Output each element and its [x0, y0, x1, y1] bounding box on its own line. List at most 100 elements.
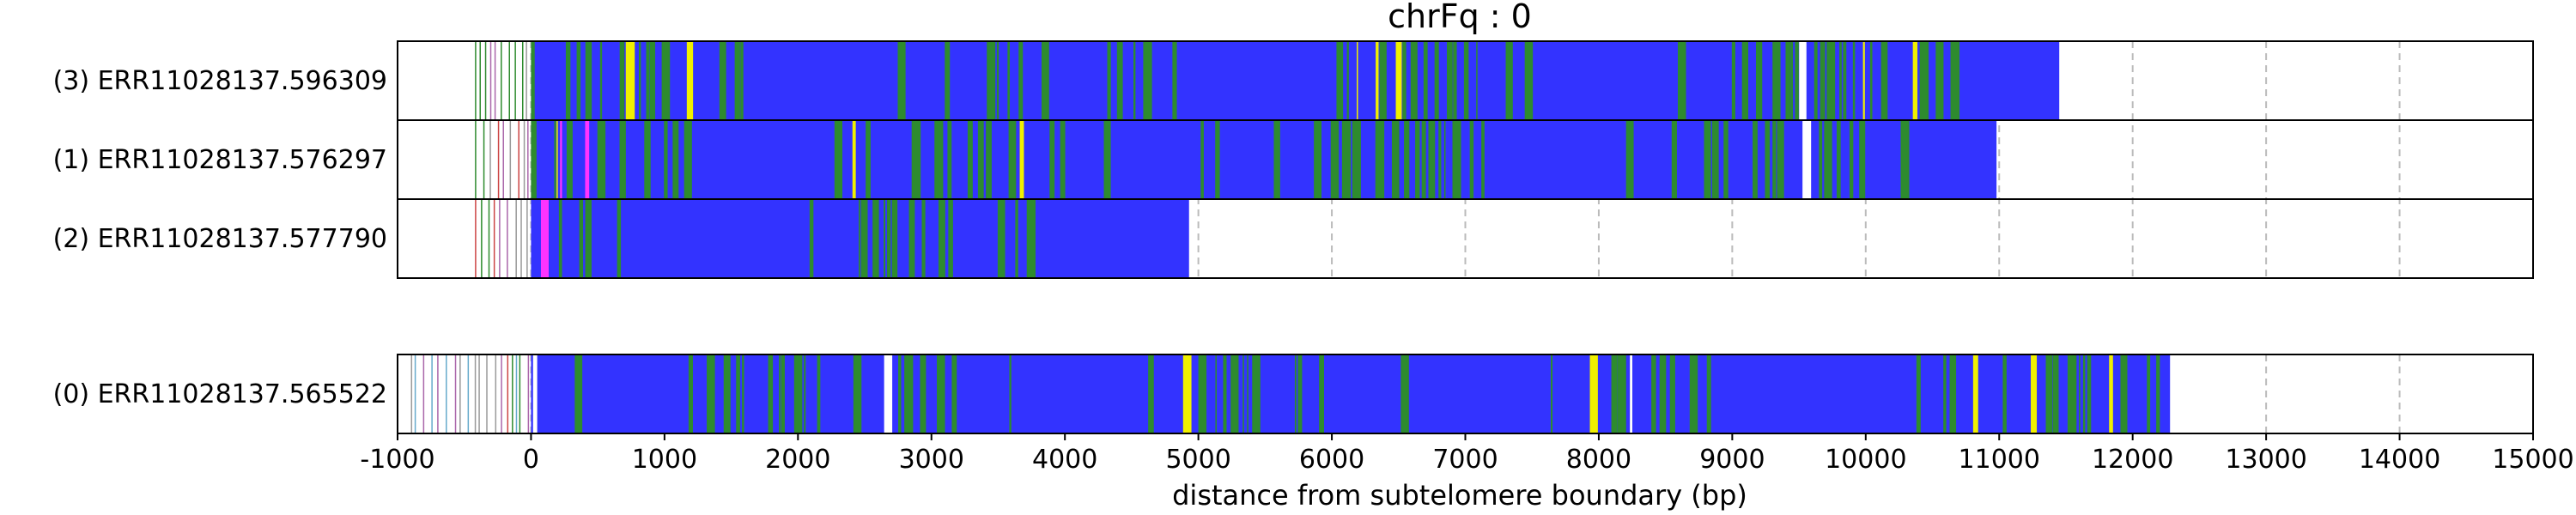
repeat-stripe — [688, 355, 693, 433]
x-tick-label: 4000 — [1032, 445, 1097, 475]
repeat-stripe — [1711, 121, 1719, 198]
repeat-stripe — [1880, 42, 1888, 119]
read-label: (3) ERR11028137.596309 — [53, 66, 387, 96]
repeat-stripe — [1869, 42, 1873, 119]
read-label: (2) ERR11028137.577790 — [53, 224, 387, 254]
read-bar — [410, 355, 2171, 433]
repeat-stripe — [1319, 355, 1324, 433]
repeat-stripe — [1007, 42, 1010, 119]
repeat-stripe — [884, 200, 885, 277]
repeat-stripe — [499, 200, 501, 277]
x-tick-label: 0 — [523, 445, 539, 475]
repeat-stripe — [489, 121, 491, 198]
x-tick-label: 6000 — [1299, 445, 1364, 475]
repeat-stripe — [1935, 42, 1944, 119]
x-tick-label: 5000 — [1165, 445, 1230, 475]
repeat-stripe — [2031, 355, 2038, 433]
x-tick-label: 2000 — [765, 445, 830, 475]
repeat-stripe — [736, 355, 740, 433]
repeat-stripe — [986, 121, 992, 198]
repeat-stripe — [967, 121, 973, 198]
repeat-stripe — [509, 121, 512, 198]
repeat-stripe — [1434, 42, 1439, 119]
repeat-stripe — [1294, 355, 1297, 433]
repeat-stripe — [1836, 121, 1841, 198]
repeat-stripe — [1852, 42, 1856, 119]
repeat-stripe — [1400, 355, 1409, 433]
repeat-stripe — [410, 355, 413, 433]
repeat-stripe — [597, 121, 606, 198]
repeat-stripe — [2045, 355, 2053, 433]
repeat-stripe — [526, 200, 528, 277]
repeat-stripe — [531, 121, 537, 198]
repeat-stripe — [1143, 42, 1152, 119]
repeat-stripe — [526, 42, 527, 119]
repeat-stripe — [521, 42, 524, 119]
repeat-stripe — [1912, 42, 1918, 119]
repeat-stripe — [1795, 42, 1799, 119]
repeat-stripe — [1785, 42, 1790, 119]
x-tick-label: 12000 — [2092, 445, 2173, 475]
repeat-stripe — [1379, 42, 1387, 119]
repeat-stripe — [1391, 121, 1400, 198]
read-bar — [475, 42, 2060, 119]
repeat-stripe — [1402, 42, 1406, 119]
repeat-stripe — [1950, 42, 1960, 119]
repeat-stripe — [740, 42, 744, 119]
repeat-stripe — [585, 200, 592, 277]
repeat-stripe — [475, 121, 477, 198]
repeat-stripe — [1723, 121, 1728, 198]
repeat-stripe — [617, 200, 622, 277]
repeat-stripe — [1972, 355, 1978, 433]
repeat-stripe — [779, 355, 781, 433]
repeat-stripe — [459, 355, 461, 433]
repeat-stripe — [1352, 121, 1361, 198]
repeat-stripe — [1824, 121, 1832, 198]
read-bar — [475, 121, 1997, 198]
repeat-stripe — [454, 355, 457, 433]
repeat-stripe — [1357, 42, 1358, 119]
repeat-stripe — [911, 121, 921, 198]
repeat-stripe — [1753, 121, 1758, 198]
repeat-stripe — [431, 355, 433, 433]
repeat-stripe — [514, 42, 516, 119]
repeat-stripe — [1049, 121, 1055, 198]
repeat-stripe — [1900, 121, 1910, 198]
repeat-stripe — [1617, 355, 1626, 433]
repeat-stripe — [1415, 121, 1420, 198]
repeat-stripe — [945, 42, 951, 119]
repeat-stripe — [585, 121, 590, 198]
repeat-stripe — [475, 42, 477, 119]
repeat-stripe — [1148, 355, 1154, 433]
chart-title: chrFq : 0 — [1388, 0, 1532, 35]
repeat-stripe — [649, 42, 656, 119]
repeat-stripe — [497, 121, 500, 198]
repeat-stripe — [2147, 355, 2151, 433]
repeat-stripe — [486, 355, 488, 433]
repeat-stripe — [566, 121, 573, 198]
repeat-stripe — [488, 200, 490, 277]
repeat-stripe — [1671, 121, 1677, 198]
repeat-stripe — [686, 42, 694, 119]
repeat-stripe — [493, 200, 495, 277]
repeat-stripe — [1849, 121, 1854, 198]
repeat-stripe — [996, 42, 999, 119]
repeat-stripe — [1200, 121, 1204, 198]
repeat-stripe — [599, 42, 603, 119]
repeat-stripe — [2087, 355, 2092, 433]
x-tick-label: 15000 — [2492, 445, 2573, 475]
x-axis-ticks: -1000 0 1000 2000 3000 4000 5000 6000 7000 8000 90… — [360, 433, 2574, 475]
repeat-stripe — [495, 355, 497, 433]
repeat-stripe — [1215, 121, 1220, 198]
repeat-stripe — [1423, 42, 1428, 119]
repeat-stripe — [734, 42, 740, 119]
repeat-stripe — [531, 42, 535, 119]
repeat-stripe — [507, 355, 509, 433]
repeat-stripe — [1008, 121, 1017, 198]
repeat-stripe — [479, 42, 481, 119]
repeat-stripe — [852, 121, 856, 198]
x-tick-label: 14000 — [2359, 445, 2440, 475]
repeat-stripe — [1731, 42, 1735, 119]
